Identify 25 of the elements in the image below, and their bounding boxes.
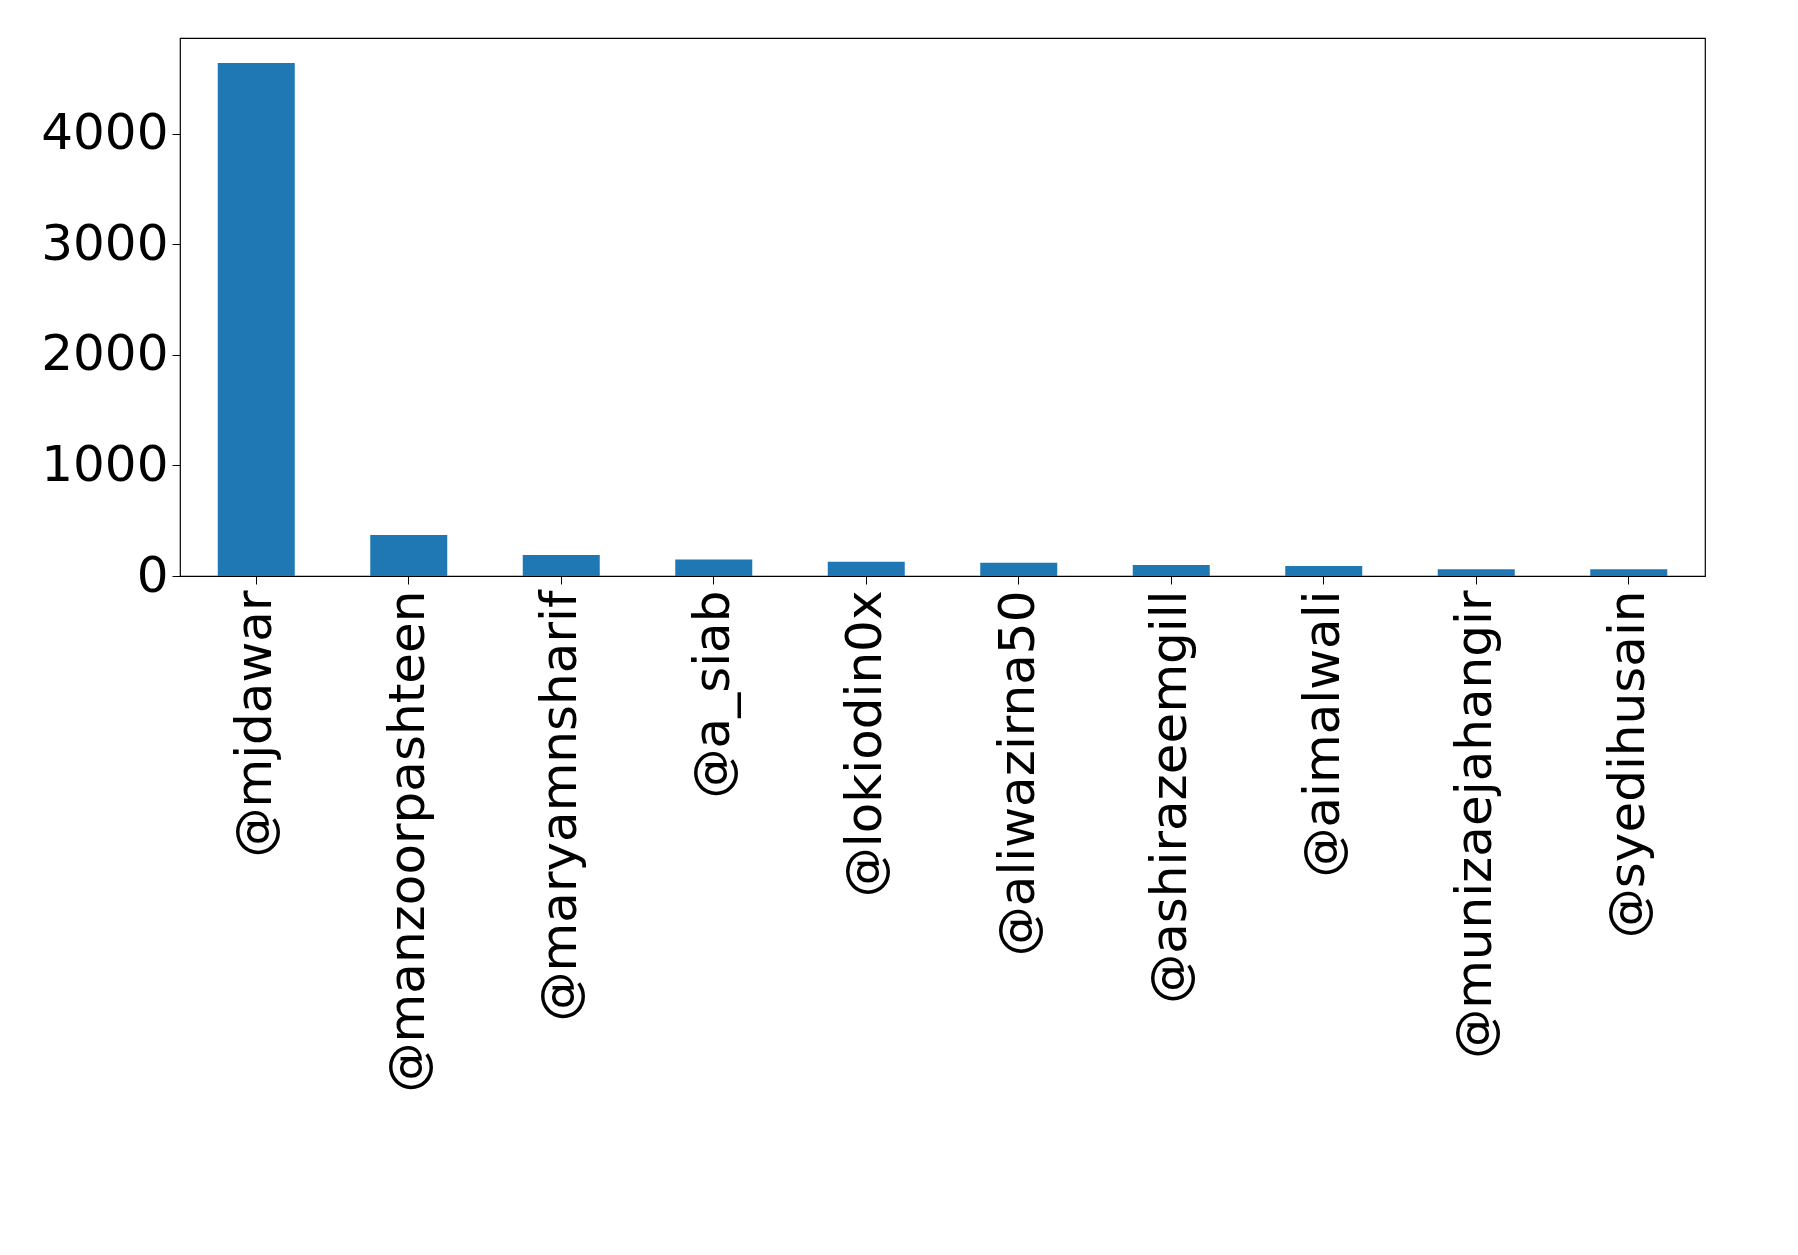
bar — [1437, 569, 1515, 576]
x-tick-label: @lokiodin0x — [835, 590, 894, 898]
bar — [827, 561, 905, 576]
y-tick-label: 0 — [136, 545, 169, 604]
x-tick-label: @a_siab — [682, 590, 741, 799]
bar — [1590, 569, 1668, 576]
x-tick-label: @mjdawar — [225, 590, 284, 858]
y-tick-label: 4000 — [41, 103, 169, 162]
bar — [980, 562, 1058, 576]
x-tick-label: @aliwazirna50 — [987, 590, 1046, 957]
bar — [217, 63, 295, 576]
x-tick-label: @manzoorpashteen — [377, 590, 436, 1093]
bar — [370, 535, 448, 576]
x-tick-label: @maryamnsharif — [530, 589, 589, 1022]
x-tick-label: @ashirazeemgill — [1140, 590, 1199, 1004]
bar — [1285, 566, 1363, 576]
x-tick-label: @aimalwali — [1292, 590, 1351, 878]
x-tick-label: @syedihusain — [1597, 590, 1656, 939]
y-tick-label: 1000 — [41, 434, 169, 493]
x-tick-label: @munizaejahangir — [1445, 590, 1504, 1059]
bar — [1132, 564, 1210, 576]
bar — [675, 559, 753, 576]
y-tick-label: 2000 — [41, 324, 169, 383]
bar — [522, 555, 600, 576]
y-tick-label: 3000 — [41, 213, 169, 272]
